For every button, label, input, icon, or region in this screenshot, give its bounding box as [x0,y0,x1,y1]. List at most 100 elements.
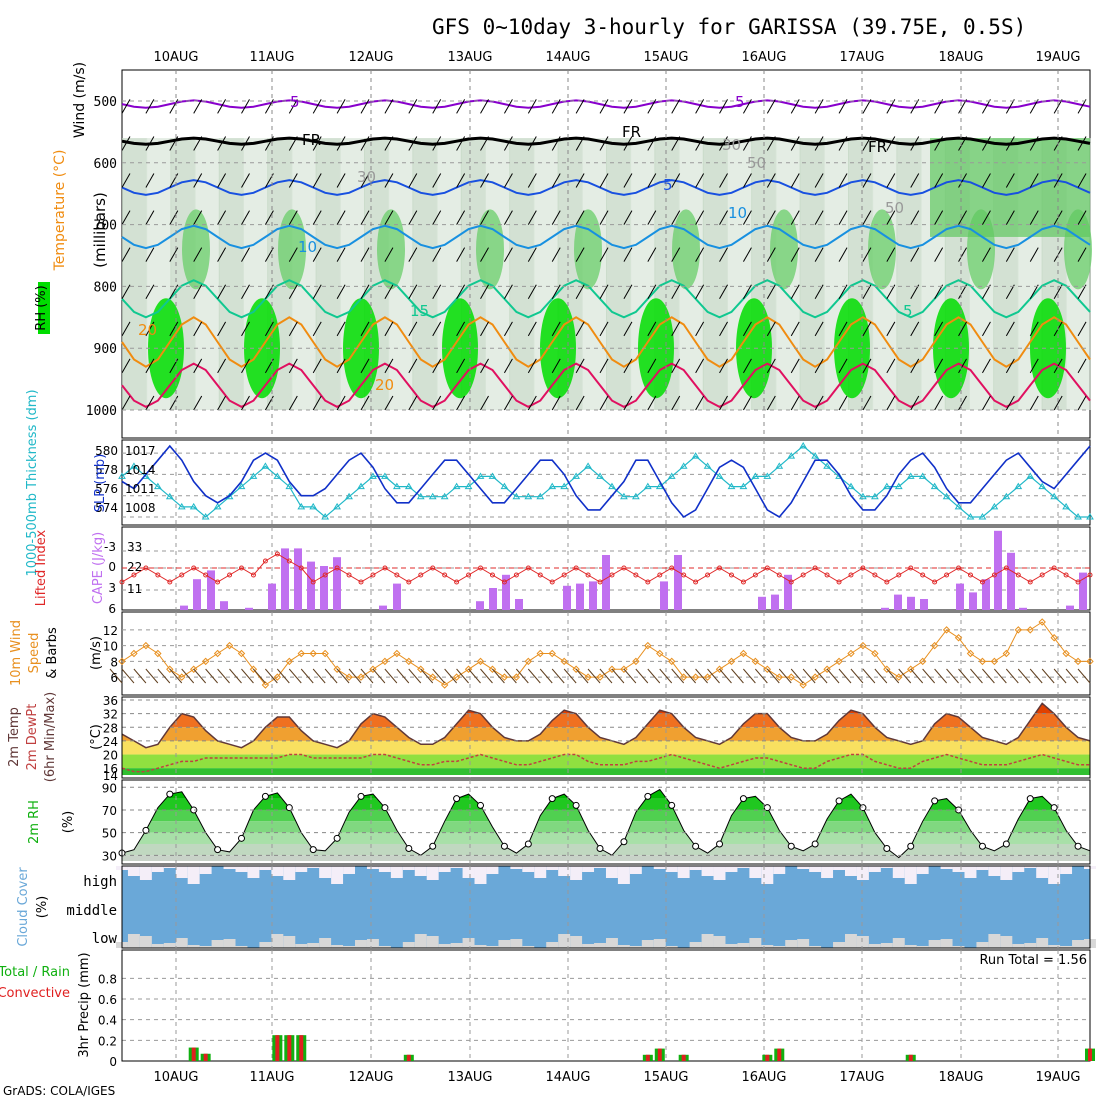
wind-speed-point [178,673,186,681]
upper-wind-barb [312,247,322,262]
upper-wind-barb [671,210,681,225]
upper-wind-barb [886,136,896,151]
li-point [346,572,352,578]
precip-conv-bar [287,1035,292,1061]
cloud-low-clear [785,940,798,948]
temp-contour-25 [121,362,1091,409]
wind-barb [133,668,147,684]
temp-label-1: 2m Temp [7,707,22,767]
upper-wind-barb [360,321,370,337]
upper-wind-barb [982,284,991,300]
upper-wind-barb [838,210,848,225]
upper-ylabel: (millibars) [91,192,109,268]
upper-wind-barb [982,358,991,374]
upper-wind-barb [360,247,370,262]
rh-point [500,842,508,850]
upper-wind-barb [408,395,418,411]
cloud-low-clear [139,936,152,948]
cloud-low-clear [1012,944,1025,948]
cloud-high-clear [175,866,188,878]
upper-wind-barb [1077,358,1087,374]
upper-wind-barb [503,247,513,262]
li-tick: 3 [108,581,116,595]
cloud-high-clear [1036,866,1049,878]
cloud-high-clear [295,866,308,872]
thickness-point [309,502,318,510]
wind-speed-point [476,657,485,666]
cloud-high-clear [749,866,762,878]
temp-contour-5 [121,179,1091,196]
cape-bar [281,548,289,610]
li-point [489,572,495,578]
cloud-level-low: low [92,931,118,947]
upper-wind-barb [1005,284,1015,300]
thickness-point [1026,472,1035,479]
li-point [215,579,221,585]
thickness-point [620,492,628,500]
upper-wind-barb [456,136,466,151]
cloud-low-clear [773,946,786,948]
wind-speed-point [859,641,867,650]
upper-wind-barb [910,99,920,114]
wind-barb [1041,668,1055,684]
upper-wind-barb [121,210,131,225]
cape-bar [881,607,889,610]
chart-title: GFS 0~10day 3-hourly for GARISSA (39.75E… [432,15,1026,39]
upper-wind-barb [838,173,848,188]
upper-wind-barb [145,136,155,151]
cloud-high-clear [904,866,917,884]
wind-speed-point [1062,649,1070,658]
li-point [752,572,758,578]
cloud-low-clear [1060,946,1073,948]
upper-wind-barb [145,99,155,114]
date-label-top: 19AUG [1035,50,1080,65]
li-point [394,572,400,578]
cloud-high-clear [558,866,571,876]
upper-wind-barb [671,99,681,114]
li-point [848,572,854,578]
cloud-high-clear [366,866,379,869]
rh-moist-core [638,298,674,399]
date-label-top: 10AUG [153,50,198,65]
wind-speed-point [1026,626,1034,634]
wind-speed-point [668,657,676,666]
upper-wind-barb [432,136,442,151]
wind-speed-point [739,649,748,658]
contour-label: 10 [298,238,317,256]
upper-wind-barb [336,284,346,300]
upper-wind-barb [145,321,155,337]
thickness-point [404,482,413,490]
wind-speed-point [679,673,688,681]
cloud-low-clear [594,943,606,948]
contour-label: 15 [410,302,429,320]
upper-wind-barb [169,321,179,337]
upper-wind-barb [695,358,705,374]
date-label-top: 15AUG [643,50,688,65]
upper-wind-barb [121,99,131,114]
wind-speed-point [405,657,413,666]
upper-wind-barb [527,247,537,262]
wind-speed-point [787,673,795,681]
wind-speed-point [620,665,628,673]
thickness-point [440,492,449,500]
wind-barb [264,668,278,684]
cloud-low-clear [199,946,212,948]
wind-barb [743,668,756,684]
thickness-point [763,472,772,479]
cape-bar [220,601,228,610]
cloud-high-clear [725,866,738,872]
wind-speed-point [560,657,568,666]
thickness-point [369,472,377,479]
li-point [956,565,962,571]
wind-speed-point [524,657,533,666]
li-point [250,572,256,578]
rh-tick: 50 [102,827,117,841]
cloud-high-clear [1012,866,1025,872]
li-point [681,572,687,578]
cloud-units: (%) [35,896,50,919]
upper-wind-barb [432,358,442,374]
wind-barb [754,668,768,684]
thickness-tick: 578 [95,463,118,477]
wind-barb [468,668,481,684]
upper-wind-barb [503,136,513,151]
